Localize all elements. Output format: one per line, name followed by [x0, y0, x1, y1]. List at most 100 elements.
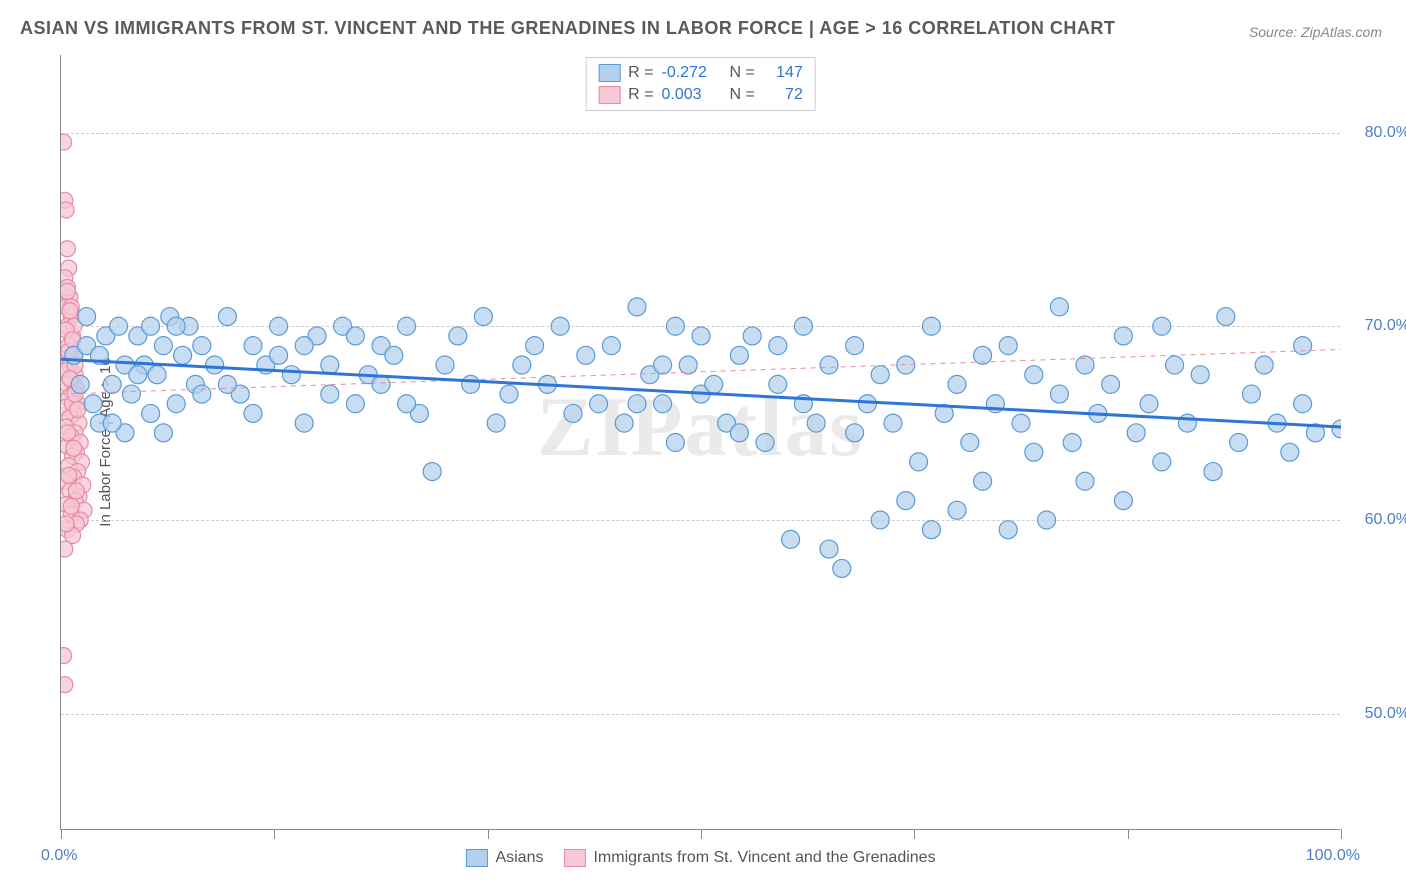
data-point: [666, 434, 684, 452]
data-point: [68, 380, 84, 396]
data-point: [61, 351, 73, 367]
data-point: [70, 396, 86, 412]
data-point: [526, 337, 544, 355]
data-point: [61, 260, 77, 276]
legend-swatch: [465, 849, 487, 867]
data-point: [692, 327, 710, 345]
data-point: [1012, 414, 1030, 432]
data-point: [75, 477, 91, 493]
data-point: [782, 530, 800, 548]
legend-n-value: 72: [763, 86, 803, 104]
legend-series-label: Immigrants from St. Vincent and the Gren…: [593, 849, 935, 867]
data-point: [129, 366, 147, 384]
data-point: [61, 283, 75, 299]
y-tick-label: 50.0%: [1365, 705, 1406, 723]
data-point: [692, 385, 710, 403]
data-point: [295, 337, 313, 355]
x-tick: [61, 829, 62, 839]
gridline: [61, 714, 1340, 715]
data-point: [1025, 366, 1043, 384]
correlation-legend: R =-0.272N =147R =0.003N =72: [585, 57, 816, 111]
data-point: [71, 415, 87, 431]
data-point: [449, 327, 467, 345]
data-point: [65, 448, 81, 464]
data-point: [65, 386, 81, 402]
data-point: [66, 347, 82, 363]
data-point: [321, 356, 339, 374]
data-point: [61, 241, 75, 257]
data-point: [615, 414, 633, 432]
data-point: [897, 492, 915, 510]
data-point: [65, 332, 81, 348]
data-point: [68, 516, 84, 532]
data-point: [410, 404, 428, 422]
data-point: [718, 414, 736, 432]
data-point: [1025, 443, 1043, 461]
data-point: [67, 357, 83, 373]
data-point: [62, 289, 78, 305]
data-point: [61, 134, 72, 150]
data-point: [61, 516, 74, 532]
data-point: [1204, 463, 1222, 481]
x-tick: [488, 829, 489, 839]
data-point: [1230, 434, 1248, 452]
data-point: [769, 337, 787, 355]
data-point: [65, 328, 81, 344]
data-point: [1050, 298, 1068, 316]
data-point: [61, 522, 75, 538]
legend-r-value: 0.003: [662, 86, 722, 104]
data-point: [161, 308, 179, 326]
data-point: [1281, 443, 1299, 461]
data-point: [948, 501, 966, 519]
data-point: [910, 453, 928, 471]
data-point: [346, 395, 364, 413]
data-point: [116, 356, 134, 374]
data-point: [794, 395, 812, 413]
data-point: [372, 337, 390, 355]
data-point: [62, 303, 78, 319]
data-point: [76, 502, 92, 518]
data-point: [1268, 414, 1286, 432]
legend-swatch: [563, 849, 585, 867]
data-point: [61, 425, 75, 441]
data-point: [66, 440, 82, 456]
data-point: [231, 385, 249, 403]
data-point: [999, 337, 1017, 355]
data-point: [62, 409, 78, 425]
legend-n-label: N =: [730, 86, 755, 104]
data-point: [1114, 492, 1132, 510]
data-point: [72, 435, 88, 451]
data-point: [218, 308, 236, 326]
data-point: [270, 346, 288, 364]
data-point: [61, 473, 73, 489]
data-point: [1076, 472, 1094, 490]
data-point: [628, 298, 646, 316]
data-point: [135, 356, 153, 374]
data-point: [1294, 337, 1312, 355]
data-point: [423, 463, 441, 481]
data-point: [948, 375, 966, 393]
data-point: [474, 308, 492, 326]
data-point: [295, 414, 313, 432]
gridline: [61, 520, 1340, 521]
data-point: [974, 472, 992, 490]
data-point: [884, 414, 902, 432]
data-point: [193, 337, 211, 355]
data-point: [65, 346, 83, 364]
data-point: [154, 337, 172, 355]
x-tick: [914, 829, 915, 839]
source-attribution: Source: ZipAtlas.com: [1249, 24, 1382, 40]
data-point: [193, 385, 211, 403]
data-point: [62, 357, 78, 373]
data-point: [858, 395, 876, 413]
gridline: [61, 326, 1340, 327]
data-point: [61, 376, 75, 392]
data-point: [1114, 327, 1132, 345]
data-point: [487, 414, 505, 432]
data-point: [61, 438, 75, 454]
data-point: [346, 327, 364, 345]
data-point: [385, 346, 403, 364]
watermark-text: ZIPatlas: [537, 378, 865, 476]
data-point: [71, 375, 89, 393]
data-point: [70, 402, 86, 418]
